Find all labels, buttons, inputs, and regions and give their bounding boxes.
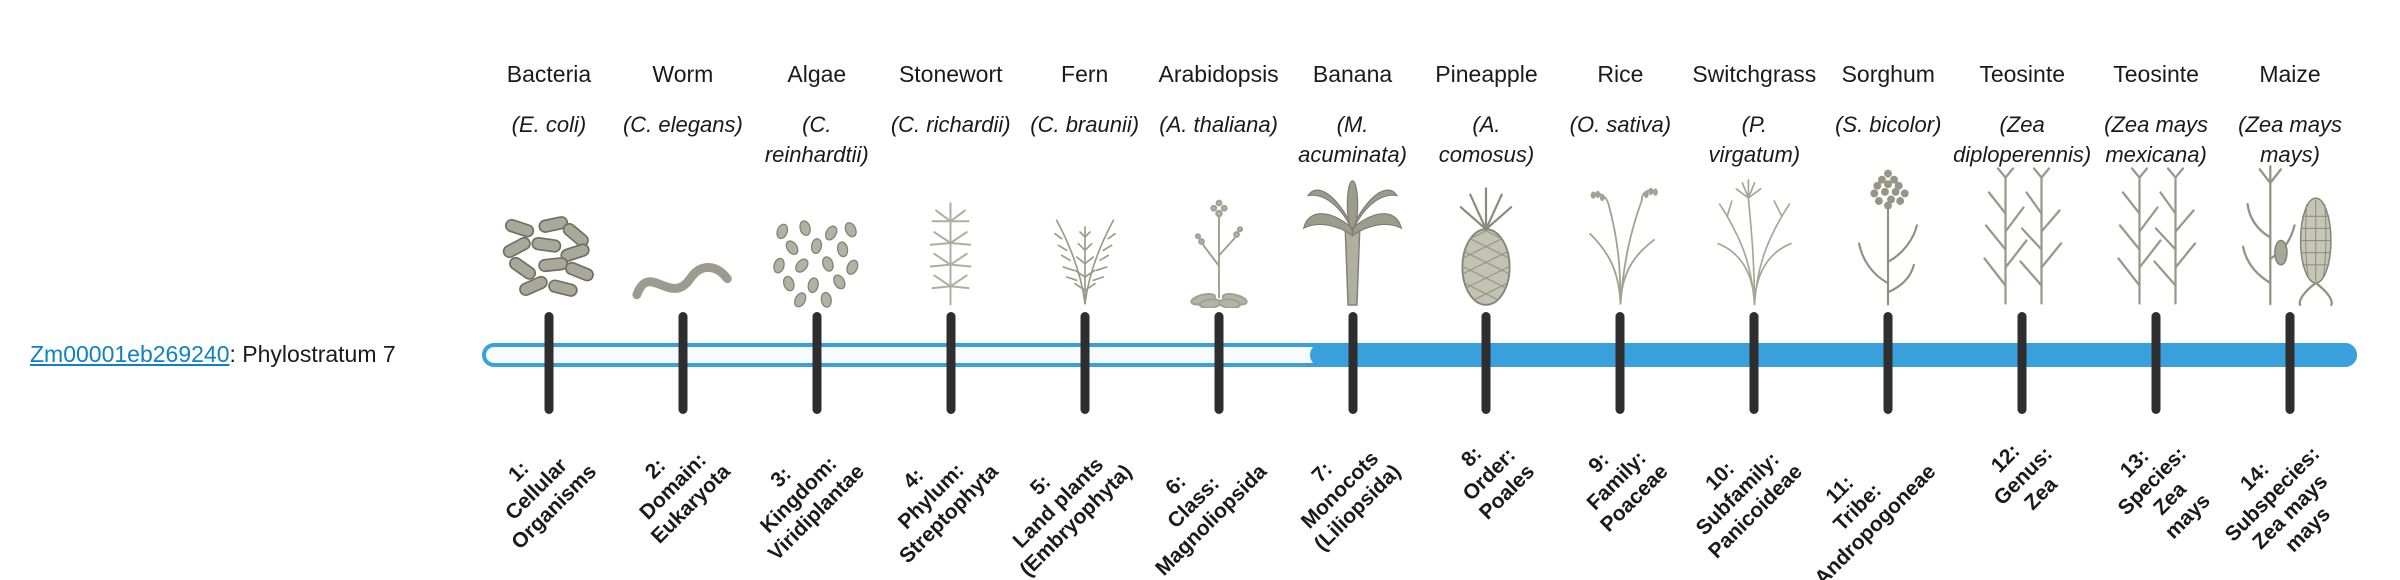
arabidopsis-icon: [1152, 162, 1286, 308]
stonewort-icon: [884, 162, 1018, 308]
phylostratum-tick: [946, 312, 956, 414]
phylostratum-rank-label: 8: Order: Poales: [1456, 442, 1539, 525]
teosinte-icon: [2089, 162, 2223, 308]
phylostratum-column-8: Pineapple (A. comosus) 8: Order: Poales: [1420, 0, 1554, 580]
pineapple-icon: [1420, 162, 1554, 308]
organism-scientific-name: (C. elegans): [622, 112, 743, 137]
organism-name: Switchgrass: [1692, 61, 1817, 87]
organism-scientific-name: (C. braunii): [1030, 112, 1140, 137]
phylostratum-column-12: Teosinte (Zea diploperennis) 12: Genus: Ze…: [1953, 0, 2091, 580]
gene-id-link[interactable]: Zm00001eb269240: [30, 341, 230, 367]
phylostratum-column-10: Switchgrass (P. virgatum) 10: Subfamily: P…: [1687, 0, 1821, 580]
phylostratum-rank-label: 9: Family: Poaceae: [1582, 446, 1673, 537]
worm-icon: [616, 162, 750, 308]
phylostratum-column-7: Banana (M. acuminata) 7: Monocots (Liliops…: [1286, 0, 1420, 580]
fern-icon: [1018, 162, 1152, 308]
phylostratum-column-2: Worm (C. elegans) 2: Domain: Eukaryota: [616, 0, 750, 580]
organism-scientific-name: (C. richardii): [890, 112, 1011, 137]
organism-name: Worm: [652, 61, 714, 87]
phylostratum-tick: [678, 312, 688, 414]
phylostratum-tick: [1749, 312, 1759, 414]
organism-scientific-name: (Zea mays mexicana): [2104, 112, 2209, 167]
organism-name: Teosinte: [2113, 61, 2199, 87]
phylostratum-column-13: Teosinte (Zea mays mexicana) 13: Species: …: [2089, 0, 2223, 580]
phylostratum-tick: [1214, 312, 1224, 414]
phylostratum-tick: [1883, 312, 1893, 414]
phylostratum-column-3: Algae (C. reinhardtii) 3: Kingdom: Viridip…: [750, 0, 884, 580]
phylostratum-column-14: Maize (Zea mays mays) 14: Subspecies: Zea …: [2221, 0, 2357, 580]
phylostratum-tick: [1348, 312, 1358, 414]
organism-name: Pineapple: [1435, 61, 1538, 87]
organism-scientific-name: (A. comosus): [1438, 112, 1535, 167]
banana-icon: [1286, 162, 1420, 308]
phylostratum-tick: [2017, 312, 2027, 414]
organism-name: Maize: [2259, 61, 2321, 87]
organism-name: Fern: [1061, 61, 1109, 87]
gene-phylostratum-text: : Phylostratum 7: [229, 341, 396, 367]
sorghum-icon: [1821, 162, 1955, 308]
organism-name: Algae: [787, 61, 847, 87]
phylostratum-rank-label: 7: Monocots (Liliopsida): [1296, 446, 1405, 556]
organism-name: Bacteria: [506, 61, 592, 87]
organism-name: Sorghum: [1841, 61, 1935, 87]
maize-icon: [2223, 162, 2357, 308]
organism-scientific-name: (O. sativa): [1569, 112, 1672, 137]
phylostratum-tick: [544, 312, 554, 414]
phylostratum-column-11: Sorghum (S. bicolor) 11: Tribe: Andropogon…: [1810, 0, 1955, 580]
rice-icon: [1553, 162, 1687, 308]
phylostratum-rank-label: 2: Domain: Eukaryota: [635, 448, 736, 549]
bacteria-icon: [482, 162, 616, 308]
phylostratum-tick: [2151, 312, 2161, 414]
switchgrass-icon: [1687, 162, 1821, 308]
phylostratum-rank-label: 14: Subspecies: Zea mays mays: [2220, 442, 2336, 557]
phylostratum-column-9: Rice (O. sativa) 9: Family: Poaceae: [1553, 0, 1687, 580]
phylostratum-column-1: Bacteria (E. coli) 1: Cellular Organisms: [482, 0, 616, 580]
organism-scientific-name: (M. acuminata): [1298, 112, 1407, 167]
organism-scientific-name: (S. bicolor): [1835, 112, 1942, 137]
phylostratum-rank-label: 12: Genus: Zea: [1986, 439, 2062, 515]
phylostratum-column-5: Fern (C. braunii) 5: Land plants (Embryoph…: [1009, 0, 1152, 580]
organism-name: Teosinte: [1979, 61, 2065, 87]
phylostratum-tick: [1481, 312, 1491, 414]
phylostratum-rank-label: 3: Kingdom: Viridiplantae: [756, 452, 870, 566]
organism-name: Stonewort: [898, 61, 1003, 87]
phylostratum-tick: [1615, 312, 1625, 414]
phylostratum-tick: [2285, 312, 2295, 414]
phylostratum-column-6: Arabidopsis (A. thaliana) 6: Class: Magnol…: [1151, 0, 1286, 580]
phylostratum-tick: [1080, 312, 1090, 414]
organism-name: Banana: [1312, 61, 1393, 87]
gene-label: Zm00001eb269240: Phylostratum 7: [30, 341, 396, 368]
organism-scientific-name: (E. coli): [511, 112, 587, 137]
organism-scientific-name: (Zea diploperennis): [1953, 112, 2092, 167]
organism-name: Rice: [1597, 61, 1644, 87]
organism-name: Arabidopsis: [1158, 61, 1279, 87]
organism-scientific-name: (P. virgatum): [1708, 112, 1801, 167]
organism-scientific-name: (C. reinhardtii): [764, 112, 869, 167]
phylostratum-rank-label: 1: Cellular Organisms: [501, 453, 602, 554]
phylostratum-tick: [812, 312, 822, 414]
algae-icon: [750, 162, 884, 308]
phylostratum-column-4: Stonewort (C. richardii) 4: Phylum: Strept…: [884, 0, 1018, 580]
phylostrata-columns: Bacteria (E. coli) 1: Cellular Organisms Wo…: [482, 0, 2357, 580]
teosinte-icon: [1955, 162, 2089, 308]
organism-scientific-name: (A. thaliana): [1159, 112, 1278, 137]
organism-scientific-name: (Zea mays mays): [2238, 112, 2342, 167]
phylostratum-rank-label: 13: Species: Zea mays: [2113, 442, 2215, 544]
